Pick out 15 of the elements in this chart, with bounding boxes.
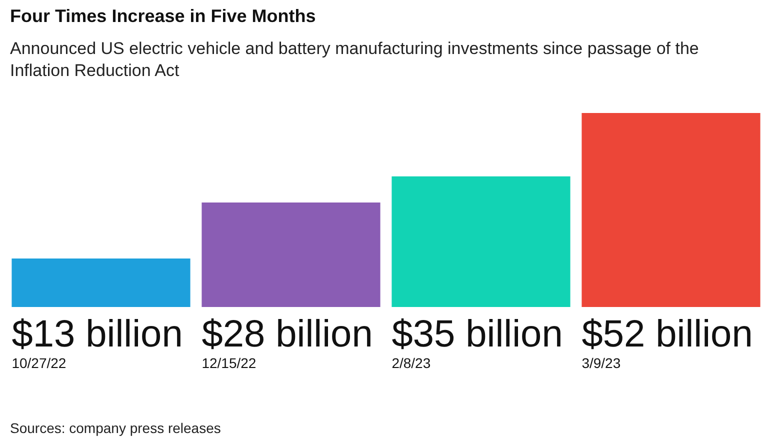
x-tick-label: 2/8/23: [392, 354, 431, 371]
data-label: $52 billion: [582, 313, 753, 356]
x-tick-label: 12/15/22: [202, 354, 256, 371]
chart-subtitle: Announced US electric vehicle and battery manufacturing investments since passage of the Inflation Reduction Act: [10, 38, 700, 82]
data-label: $13 billion: [12, 313, 183, 356]
x-tick-label: 3/9/23: [582, 354, 621, 371]
bar: [582, 113, 760, 307]
data-label: $28 billion: [202, 313, 373, 356]
bar: [392, 176, 570, 307]
x-tick-label: 10/27/22: [12, 354, 66, 371]
bar: [202, 202, 380, 307]
source-note: Sources: company press releases: [10, 420, 221, 436]
data-label: $35 billion: [392, 313, 563, 356]
chart-title: Four Times Increase in Five Months: [10, 6, 316, 27]
bar: [12, 258, 190, 307]
